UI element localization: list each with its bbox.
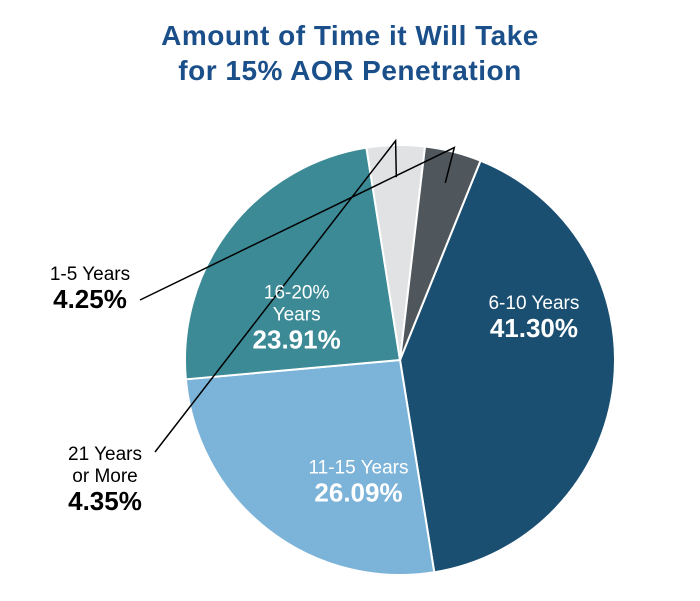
pie-slices-group <box>185 145 615 575</box>
chart-root: Amount of Time it Will Take for 15% AOR … <box>0 0 700 601</box>
slice-label: 11-15 Years26.09% <box>308 457 408 507</box>
pie-chart-svg: 6-10 Years41.30%11-15 Years26.09%16-20%Y… <box>0 0 700 601</box>
slice-label-outside: 1-5 Years4.25% <box>50 264 130 314</box>
slice-label: 6-10 Years41.30% <box>488 293 579 343</box>
slice-label-outside: 21 Yearsor More4.35% <box>68 444 142 516</box>
